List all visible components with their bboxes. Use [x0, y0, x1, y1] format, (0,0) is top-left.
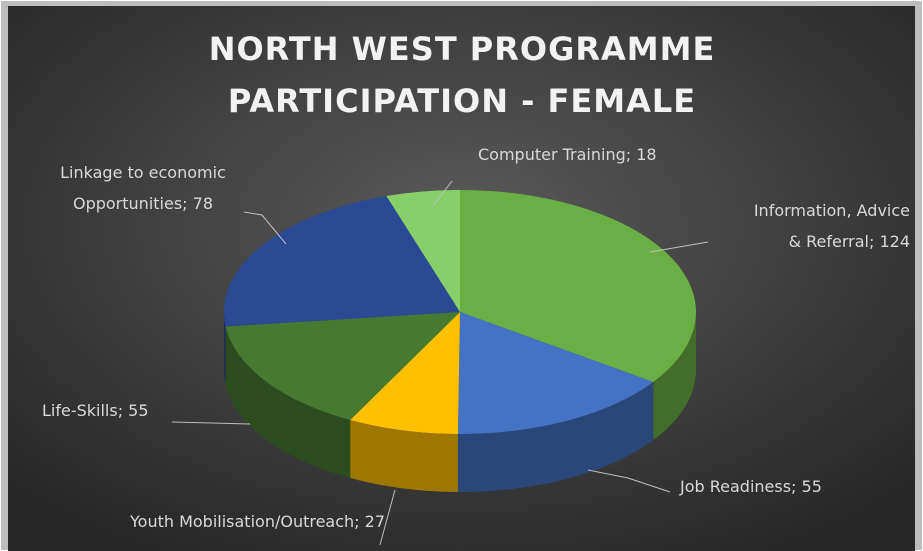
text-line: Computer Training; 18	[478, 145, 657, 164]
slice	[350, 312, 460, 434]
leader-line	[171, 421, 251, 425]
data-label: Youth Mobilisation/Outreach; 27	[129, 512, 385, 531]
data-label: Information, Advice & Referral; 124	[754, 201, 910, 251]
slice	[386, 190, 460, 312]
slice-side	[350, 419, 458, 492]
text-line: Information, Advice	[754, 201, 910, 220]
text-line: NORTH WEST PROGRAMME	[209, 30, 716, 68]
slice-side	[224, 312, 226, 385]
text-line: PARTICIPATION - FEMALE	[228, 82, 696, 120]
data-label: Computer Training; 18	[478, 145, 657, 164]
slice-side	[457, 382, 654, 492]
text-line: Linkage to economic	[60, 163, 226, 182]
leader-line	[379, 489, 396, 546]
slice-side	[225, 326, 351, 478]
slice-side	[653, 312, 696, 441]
slice	[457, 312, 654, 434]
data-label: Job Readiness; 55	[679, 477, 822, 496]
slice	[225, 312, 460, 420]
text-line: Opportunities; 78	[73, 194, 213, 213]
text-line: Job Readiness; 55	[679, 477, 822, 496]
slice	[224, 196, 460, 327]
text-line: Life-Skills; 55	[42, 401, 149, 420]
leader-line	[243, 211, 287, 245]
chart-title: NORTH WEST PROGRAMME PARTICIPATION - FEMA…	[209, 30, 716, 120]
data-label: Life-Skills; 55	[42, 401, 149, 420]
data-label: Linkage to economic Opportunities; 78	[60, 163, 226, 213]
slice	[460, 190, 696, 383]
leader-line	[649, 241, 709, 253]
leader-line	[587, 469, 671, 493]
text-line: & Referral; 124	[789, 232, 910, 251]
text-line: Youth Mobilisation/Outreach; 27	[129, 512, 385, 531]
leader-line	[432, 180, 453, 207]
